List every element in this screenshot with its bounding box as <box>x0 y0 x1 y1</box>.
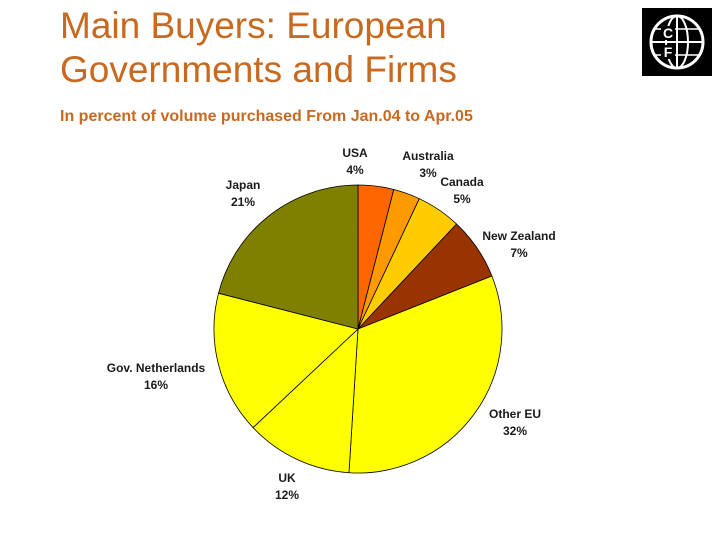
title-line-2: Governments and Firms <box>60 49 457 90</box>
slice-label: Japan <box>226 178 261 192</box>
logo-letter-f: F <box>664 44 673 60</box>
slice-value-label: 32% <box>503 424 527 438</box>
slice-value-label: 4% <box>346 163 364 177</box>
slice-label: Canada <box>440 175 484 189</box>
title-line-1: Main Buyers: European <box>60 5 447 46</box>
slice-value-label: 16% <box>144 378 168 392</box>
slice-value-label: 12% <box>275 488 299 502</box>
pie-slice-other-eu <box>348 275 503 474</box>
pie-slice-gov-netherlands <box>213 292 359 429</box>
slice-value-label: 21% <box>231 195 255 209</box>
slice-label: Other EU <box>489 407 541 421</box>
pie-slice-uk <box>252 328 359 474</box>
slice-label: USA <box>342 146 368 160</box>
pie-labels: USA 4% Australia 3%Canada 5% New Zealand 7% Oth… <box>107 146 556 502</box>
logo-letter-c: C <box>663 25 673 41</box>
chart-subtitle: In percent of volume purchased From Jan.… <box>60 108 473 125</box>
pie-slice-japan <box>218 184 359 330</box>
slice-label: Australia <box>402 149 454 163</box>
slice-value-label: 5% <box>453 192 471 206</box>
page-title: Main Buyers: European Governments and Fi… <box>60 4 620 92</box>
cf-globe-logo-icon: C F <box>642 8 712 76</box>
pie-slices <box>213 184 503 474</box>
slice-value-label: 3% <box>419 166 437 180</box>
slice-label: UK <box>278 471 296 485</box>
slice-value-label: 7% <box>510 246 528 260</box>
slice-label: Gov. Netherlands <box>107 361 206 375</box>
slice-label: New Zealand <box>482 229 555 243</box>
